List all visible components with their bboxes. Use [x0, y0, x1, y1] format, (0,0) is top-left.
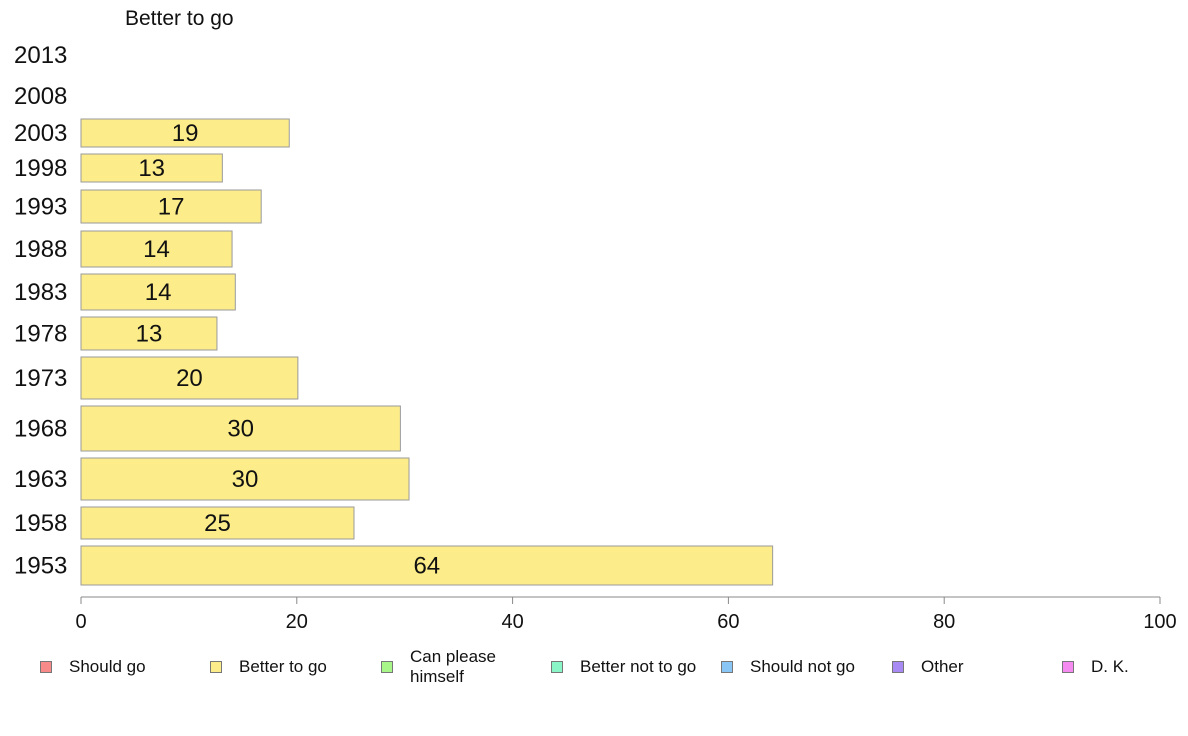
bar-value-label: 25	[204, 510, 231, 537]
category-label: 1988	[14, 236, 67, 263]
legend-label: D. K.	[1091, 657, 1129, 676]
legend-label: Can please himself	[410, 647, 497, 686]
legend-swatch	[551, 661, 563, 673]
category-label: 1978	[14, 321, 67, 348]
bar-value-label: 13	[136, 321, 163, 348]
category-label: 1958	[14, 510, 67, 537]
bar	[80, 545, 774, 586]
legend-item: Better not to go	[551, 645, 696, 689]
bar	[80, 356, 299, 400]
bar-value-label: 30	[232, 466, 259, 493]
x-tick-label: 40	[501, 611, 523, 633]
legend-label: Better not to go	[580, 657, 697, 676]
bar	[80, 230, 233, 268]
legend-swatch	[1062, 661, 1074, 673]
category-label: 2008	[14, 83, 67, 110]
x-tick-label: 20	[286, 611, 308, 633]
legend-label: Better to go	[239, 657, 327, 676]
category-label: 2003	[14, 120, 67, 147]
bar-value-label: 19	[172, 120, 199, 147]
legend-swatch	[721, 661, 733, 673]
category-label: 1973	[14, 365, 67, 392]
bar-value-label: 14	[145, 279, 172, 306]
bar	[80, 189, 262, 224]
category-label: 1983	[14, 279, 67, 306]
legend-label: Should go	[69, 657, 146, 676]
legend-swatch	[40, 661, 52, 673]
x-tick-label: 80	[933, 611, 955, 633]
bar-value-label: 64	[413, 553, 440, 580]
legend-item: D. K.	[1062, 645, 1129, 689]
bar	[80, 153, 223, 183]
legend-swatch	[381, 661, 393, 673]
legend-item: Other	[892, 645, 964, 689]
bar	[80, 316, 218, 351]
bar	[80, 118, 290, 148]
bar	[80, 506, 355, 540]
legend-label: Other	[921, 657, 964, 676]
bar-value-label: 17	[158, 194, 185, 221]
bar-value-label: 30	[227, 416, 254, 443]
category-label: 1968	[14, 416, 67, 443]
bar-value-label: 13	[138, 155, 165, 182]
bar-value-label: 14	[143, 236, 170, 263]
legend-label: Should not go	[750, 657, 855, 676]
x-tick-label: 0	[75, 611, 86, 633]
x-tick-label: 60	[717, 611, 739, 633]
category-label: 1993	[14, 194, 67, 221]
legend-item: Should not go	[721, 645, 855, 689]
legend-swatch	[210, 661, 222, 673]
chart-title: Better to go	[125, 7, 234, 30]
x-tick-label: 100	[1143, 611, 1176, 633]
legend-item: Should go	[40, 645, 146, 689]
bar-value-label: 20	[176, 365, 203, 392]
bar	[80, 405, 401, 452]
bar	[80, 273, 236, 311]
bar	[80, 457, 410, 501]
legend-item: Better to go	[210, 645, 327, 689]
category-label: 1998	[14, 155, 67, 182]
legend-item: Can please himself	[381, 645, 496, 689]
category-label: 1963	[14, 466, 67, 493]
category-label: 2013	[14, 42, 67, 69]
legend-swatch	[892, 661, 904, 673]
category-label: 1953	[14, 553, 67, 580]
legend: Should go Better to go Can please himsel…	[0, 645, 1188, 695]
